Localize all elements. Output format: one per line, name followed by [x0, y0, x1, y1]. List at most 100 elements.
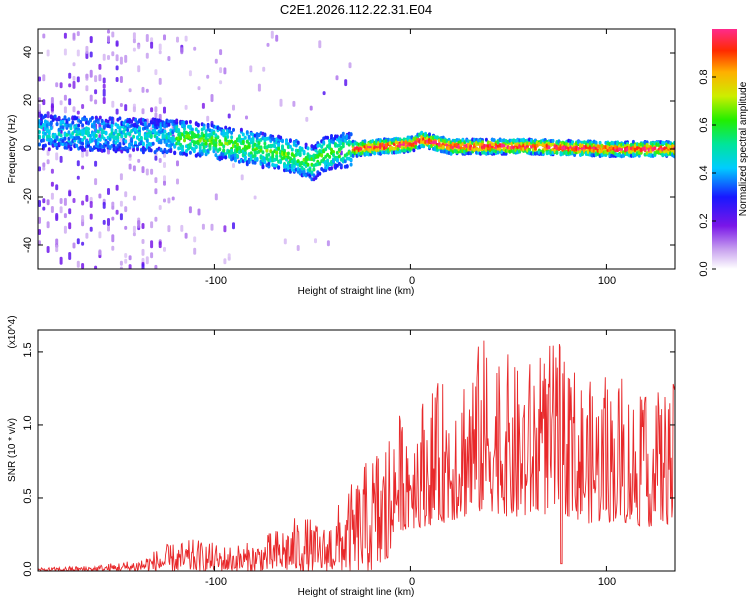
heatmap-cell-191	[128, 255, 132, 261]
heatmap-cell-1672	[326, 135, 330, 140]
heatmap-cell-262	[163, 162, 166, 168]
heatmap-cell-352	[38, 130, 41, 134]
heatmap-cell-828	[141, 142, 145, 147]
heatmap-cell-67	[68, 252, 72, 260]
heatmap-cell-775	[130, 137, 134, 142]
heatmap-cell-1004	[181, 148, 185, 153]
heatmap-cell-10	[42, 162, 46, 168]
top-xtick-label-2: 0	[409, 275, 415, 287]
heatmap-cell-1216	[226, 134, 230, 139]
heatmap-cell-497	[69, 123, 73, 128]
heatmap-cell-855	[147, 123, 151, 127]
heatmap-cell-1065	[194, 127, 198, 132]
heatmap-cell-1828	[359, 146, 363, 151]
heatmap-cell-375	[43, 131, 47, 136]
heatmap-cell-65	[68, 83, 72, 88]
top-ytick-label-1: -40	[22, 237, 34, 253]
heatmap-cell-807	[138, 126, 141, 131]
heatmap-cell-246	[154, 106, 158, 113]
heatmap-cell-258	[158, 97, 162, 105]
heatmap-cell-119	[94, 160, 98, 167]
heatmap-cell-722	[118, 142, 122, 147]
heatmap-cell-278	[176, 36, 179, 43]
heatmap-cell-179	[119, 260, 123, 266]
heatmap-cell-1497	[288, 144, 292, 149]
heatmap-cell-344	[348, 62, 352, 69]
heatmap-cell-256	[158, 113, 162, 120]
heatmap-cell-197	[128, 163, 132, 170]
heatmap-cell-648	[102, 136, 106, 141]
heatmap-cell-128	[98, 249, 102, 256]
heatmap-cell-79	[72, 242, 76, 249]
heatmap-cell-36	[55, 238, 59, 246]
heatmap-cell-1783	[349, 157, 353, 162]
heatmap-cell-1428	[273, 144, 277, 149]
heatmap-cell-396	[47, 134, 51, 139]
heatmap-cell-331	[292, 100, 296, 107]
heatmap-cell-2728	[555, 150, 559, 155]
heatmap-cell-1324	[249, 157, 253, 162]
heatmap-cell-1781	[349, 132, 353, 137]
heatmap-cell-78	[72, 62, 76, 67]
heatmap-cell-24	[46, 221, 50, 229]
heatmap-cell-1142	[210, 136, 214, 141]
colorbar-label: Normalized spectral amplitude	[738, 81, 749, 216]
top-xtick-label-3: 100	[598, 275, 616, 287]
heatmap-cell-152	[107, 218, 110, 226]
heatmap-cell-288	[193, 247, 197, 255]
heatmap-cell-1072	[194, 145, 198, 150]
heatmap-cell-459	[61, 125, 65, 130]
heatmap-cell-195	[128, 153, 132, 158]
heatmap-cell-1619	[314, 175, 318, 180]
heatmap-cell-59	[63, 48, 67, 56]
heatmap-cell-1	[38, 103, 41, 112]
heatmap-cell-1523	[292, 157, 296, 162]
heatmap-cell-846	[145, 139, 149, 143]
heatmap-cell-290	[193, 46, 197, 51]
heatmap-cell-703	[114, 130, 118, 134]
heatmap-cell-326	[270, 30, 274, 39]
heatmap-cell-269	[163, 34, 166, 41]
heatmap-cell-630	[98, 137, 102, 142]
heatmap-cell-220	[141, 86, 145, 93]
heatmap-cell-1867	[369, 152, 373, 157]
heatmap-cell-1247	[234, 158, 237, 163]
heatmap-cell-334	[305, 116, 309, 122]
heatmap-cell-292	[197, 86, 201, 91]
heatmap-cell-106	[85, 232, 89, 239]
heatmap-cell-812	[138, 131, 141, 136]
heatmap-cell-2589	[526, 144, 529, 149]
heatmap-cell-464	[63, 136, 67, 141]
heatmap-cell-270	[167, 197, 171, 204]
heatmap-cell-460	[61, 139, 65, 143]
heatmap-cell-1578	[306, 162, 310, 167]
heatmap-cell-1330	[251, 136, 255, 141]
heatmap-cell-1745	[341, 144, 345, 149]
heatmap-cell-115	[89, 213, 93, 220]
heatmap-cell-1624	[316, 141, 320, 146]
heatmap-cell-140	[102, 219, 106, 225]
heatmap-cell-148	[107, 29, 110, 34]
heatmap-cell-398	[47, 129, 51, 134]
heatmap-cell-9	[42, 33, 46, 39]
heatmap-cell-324	[262, 66, 266, 72]
heatmap-cell-1286	[241, 132, 245, 137]
heatmap-cell-785	[132, 147, 136, 152]
heatmap-cell-1335	[253, 153, 257, 158]
heatmap-cell-1303	[245, 130, 249, 135]
heatmap-cell-66	[68, 208, 72, 215]
heatmap-cell-225	[145, 34, 149, 42]
heatmap-cell-22	[46, 111, 50, 119]
heatmap-cell-440	[57, 115, 61, 120]
heatmap-cell-362	[40, 125, 43, 130]
heatmap-cell-981	[175, 125, 179, 130]
heatmap-cell-338	[322, 91, 326, 96]
heatmap-cell-178	[119, 173, 123, 181]
heatmap-cell-38	[55, 152, 59, 161]
heatmap-cell-286	[188, 206, 192, 214]
heatmap-cell-267	[163, 152, 166, 158]
heatmap-cell-2483	[502, 143, 506, 148]
heatmap-cell-1486	[285, 139, 288, 144]
heatmap-cell-31	[50, 206, 54, 213]
heatmap-cell-89	[76, 110, 80, 115]
